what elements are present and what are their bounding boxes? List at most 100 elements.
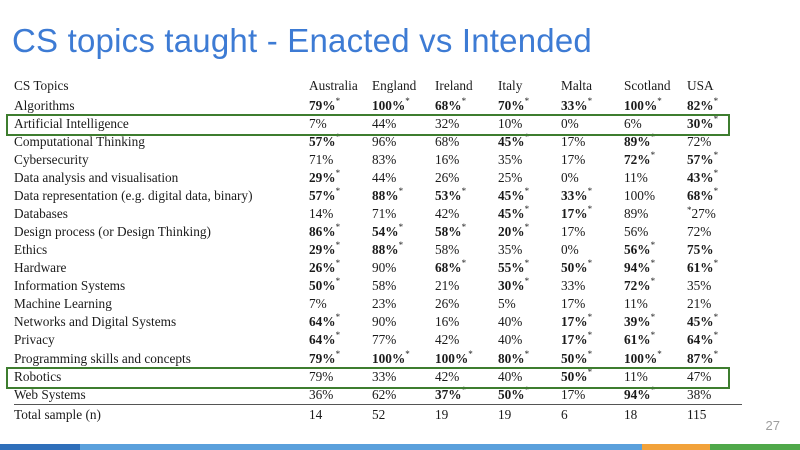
value-text: 87%: [687, 350, 714, 366]
value-text: 30%: [687, 116, 714, 131]
value-text: 55%: [498, 260, 525, 275]
significance-marker: *: [587, 312, 593, 322]
value-text: 100%: [372, 97, 406, 113]
value-text: 61%: [624, 332, 651, 347]
value-text: 94%: [624, 260, 651, 275]
value-text: 57%: [687, 152, 714, 167]
value-cell: 79%*: [309, 96, 372, 115]
total-value: 14: [309, 404, 372, 425]
table-body: Algorithms 79%* 100%* 68%* 70%* 33%* 100%* 82%*…: [14, 96, 742, 425]
value-cell: 50%*: [498, 386, 561, 405]
value-cell: 26%: [435, 295, 498, 313]
value-text: 90%: [372, 260, 397, 275]
value-cell: 61%*: [624, 331, 687, 349]
value-cell: 30%*: [687, 115, 742, 133]
significance-marker: *: [713, 348, 719, 359]
value-cell: 79%*: [309, 349, 372, 368]
header-england: England: [372, 78, 417, 93]
value-text: 56%: [624, 224, 649, 239]
value-text: 26%: [435, 296, 460, 311]
value-text: 58%: [435, 242, 460, 257]
value-text: 40%: [498, 314, 523, 329]
table-row: Machine Learning 7% 23% 26% 5% 17% 11% 21%: [14, 295, 742, 313]
topic-cell: Robotics: [14, 369, 62, 384]
value-cell: 20%*: [498, 223, 561, 241]
value-text: 11%: [624, 369, 648, 384]
value-text: 71%: [372, 206, 397, 221]
value-text: 53%: [435, 188, 462, 203]
value-text: 44%: [372, 170, 397, 185]
value-text: 0%: [561, 116, 579, 131]
significance-marker: *: [657, 348, 662, 359]
value-cell: 50%*: [309, 277, 372, 295]
table-row: Computational Thinking 57%* 96% 68% 45%* 17% 8…: [14, 133, 742, 151]
value-cell: 16%: [435, 151, 498, 169]
value-text: 100%: [624, 350, 658, 366]
significance-marker: *: [713, 258, 719, 268]
value-cell: 75%: [687, 241, 742, 259]
topic-cell: Databases: [14, 206, 68, 221]
total-value: 18: [624, 404, 687, 425]
value-text: 77%: [372, 332, 397, 347]
value-cell: 89%: [624, 205, 687, 223]
significance-marker: *: [461, 186, 467, 196]
value-text: 7%: [309, 296, 327, 311]
value-cell: 79%: [309, 368, 372, 386]
value-cell: 40%: [498, 331, 561, 349]
value-cell: 54%*: [372, 223, 435, 241]
value-cell: 72%*: [624, 277, 687, 295]
value-cell: 11%: [624, 295, 687, 313]
value-cell: 16%: [435, 313, 498, 331]
value-cell: 58%: [372, 277, 435, 295]
table-row: Artificial Intelligence 7% 44% 32% 10% 0% 6% 30…: [14, 115, 742, 133]
value-cell: 17%*: [561, 331, 624, 349]
value-cell: 42%: [435, 368, 498, 386]
topic-cell: Networks and Digital Systems: [14, 314, 177, 329]
value-cell: 5%: [498, 295, 561, 313]
value-cell: 35%: [687, 277, 742, 295]
significance-marker: *: [524, 276, 530, 286]
significance-marker: *: [335, 276, 341, 286]
significance-marker: *: [650, 150, 656, 160]
value-cell: 17%: [561, 151, 624, 169]
value-text: 88%: [372, 188, 399, 203]
header-ireland: Ireland: [435, 78, 473, 93]
significance-marker: *: [650, 385, 656, 395]
significance-marker: *: [335, 258, 341, 268]
table-header-row: CS Topics Australia England Ireland Ital…: [14, 76, 742, 96]
value-cell: 100%*: [372, 349, 435, 368]
significance-marker: *: [650, 240, 656, 250]
value-text: 0%: [561, 242, 579, 257]
value-text: 71%: [309, 152, 334, 167]
significance-marker: *: [335, 186, 341, 196]
value-text: 72%: [687, 224, 712, 239]
significance-marker: *: [657, 95, 662, 106]
table-row: Privacy 64%* 77% 42% 40% 17%* 61%* 64%*: [14, 331, 742, 349]
value-cell: 17%: [561, 295, 624, 313]
cs-topics-table: CS Topics Australia England Ireland Ital…: [14, 76, 742, 425]
significance-marker: *: [524, 132, 530, 142]
value-cell: 82%*: [687, 96, 742, 115]
topic-cell: Hardware: [14, 260, 67, 275]
value-text: 83%: [372, 152, 397, 167]
value-text: 45%: [498, 188, 525, 203]
value-text: 100%: [624, 97, 658, 113]
value-cell: 42%: [435, 331, 498, 349]
value-text: 42%: [435, 206, 460, 221]
value-text: 86%: [309, 224, 336, 239]
value-text: 72%: [624, 152, 651, 167]
value-text: 11%: [624, 170, 648, 185]
table-row: Data analysis and visualisation 29%* 44% 26…: [14, 169, 742, 187]
value-cell: 11%: [624, 368, 687, 386]
value-cell: 72%: [687, 133, 742, 151]
value-cell: 56%: [624, 223, 687, 241]
value-cell: 23%: [372, 295, 435, 313]
significance-marker: *: [713, 114, 719, 124]
value-cell: 0%: [561, 169, 624, 187]
value-text: 21%: [687, 296, 712, 311]
value-text: 43%: [687, 170, 714, 185]
value-text: 17%: [561, 332, 588, 347]
significance-marker: *: [335, 168, 341, 178]
value-cell: 45%*: [687, 313, 742, 331]
value-cell: 33%: [561, 277, 624, 295]
